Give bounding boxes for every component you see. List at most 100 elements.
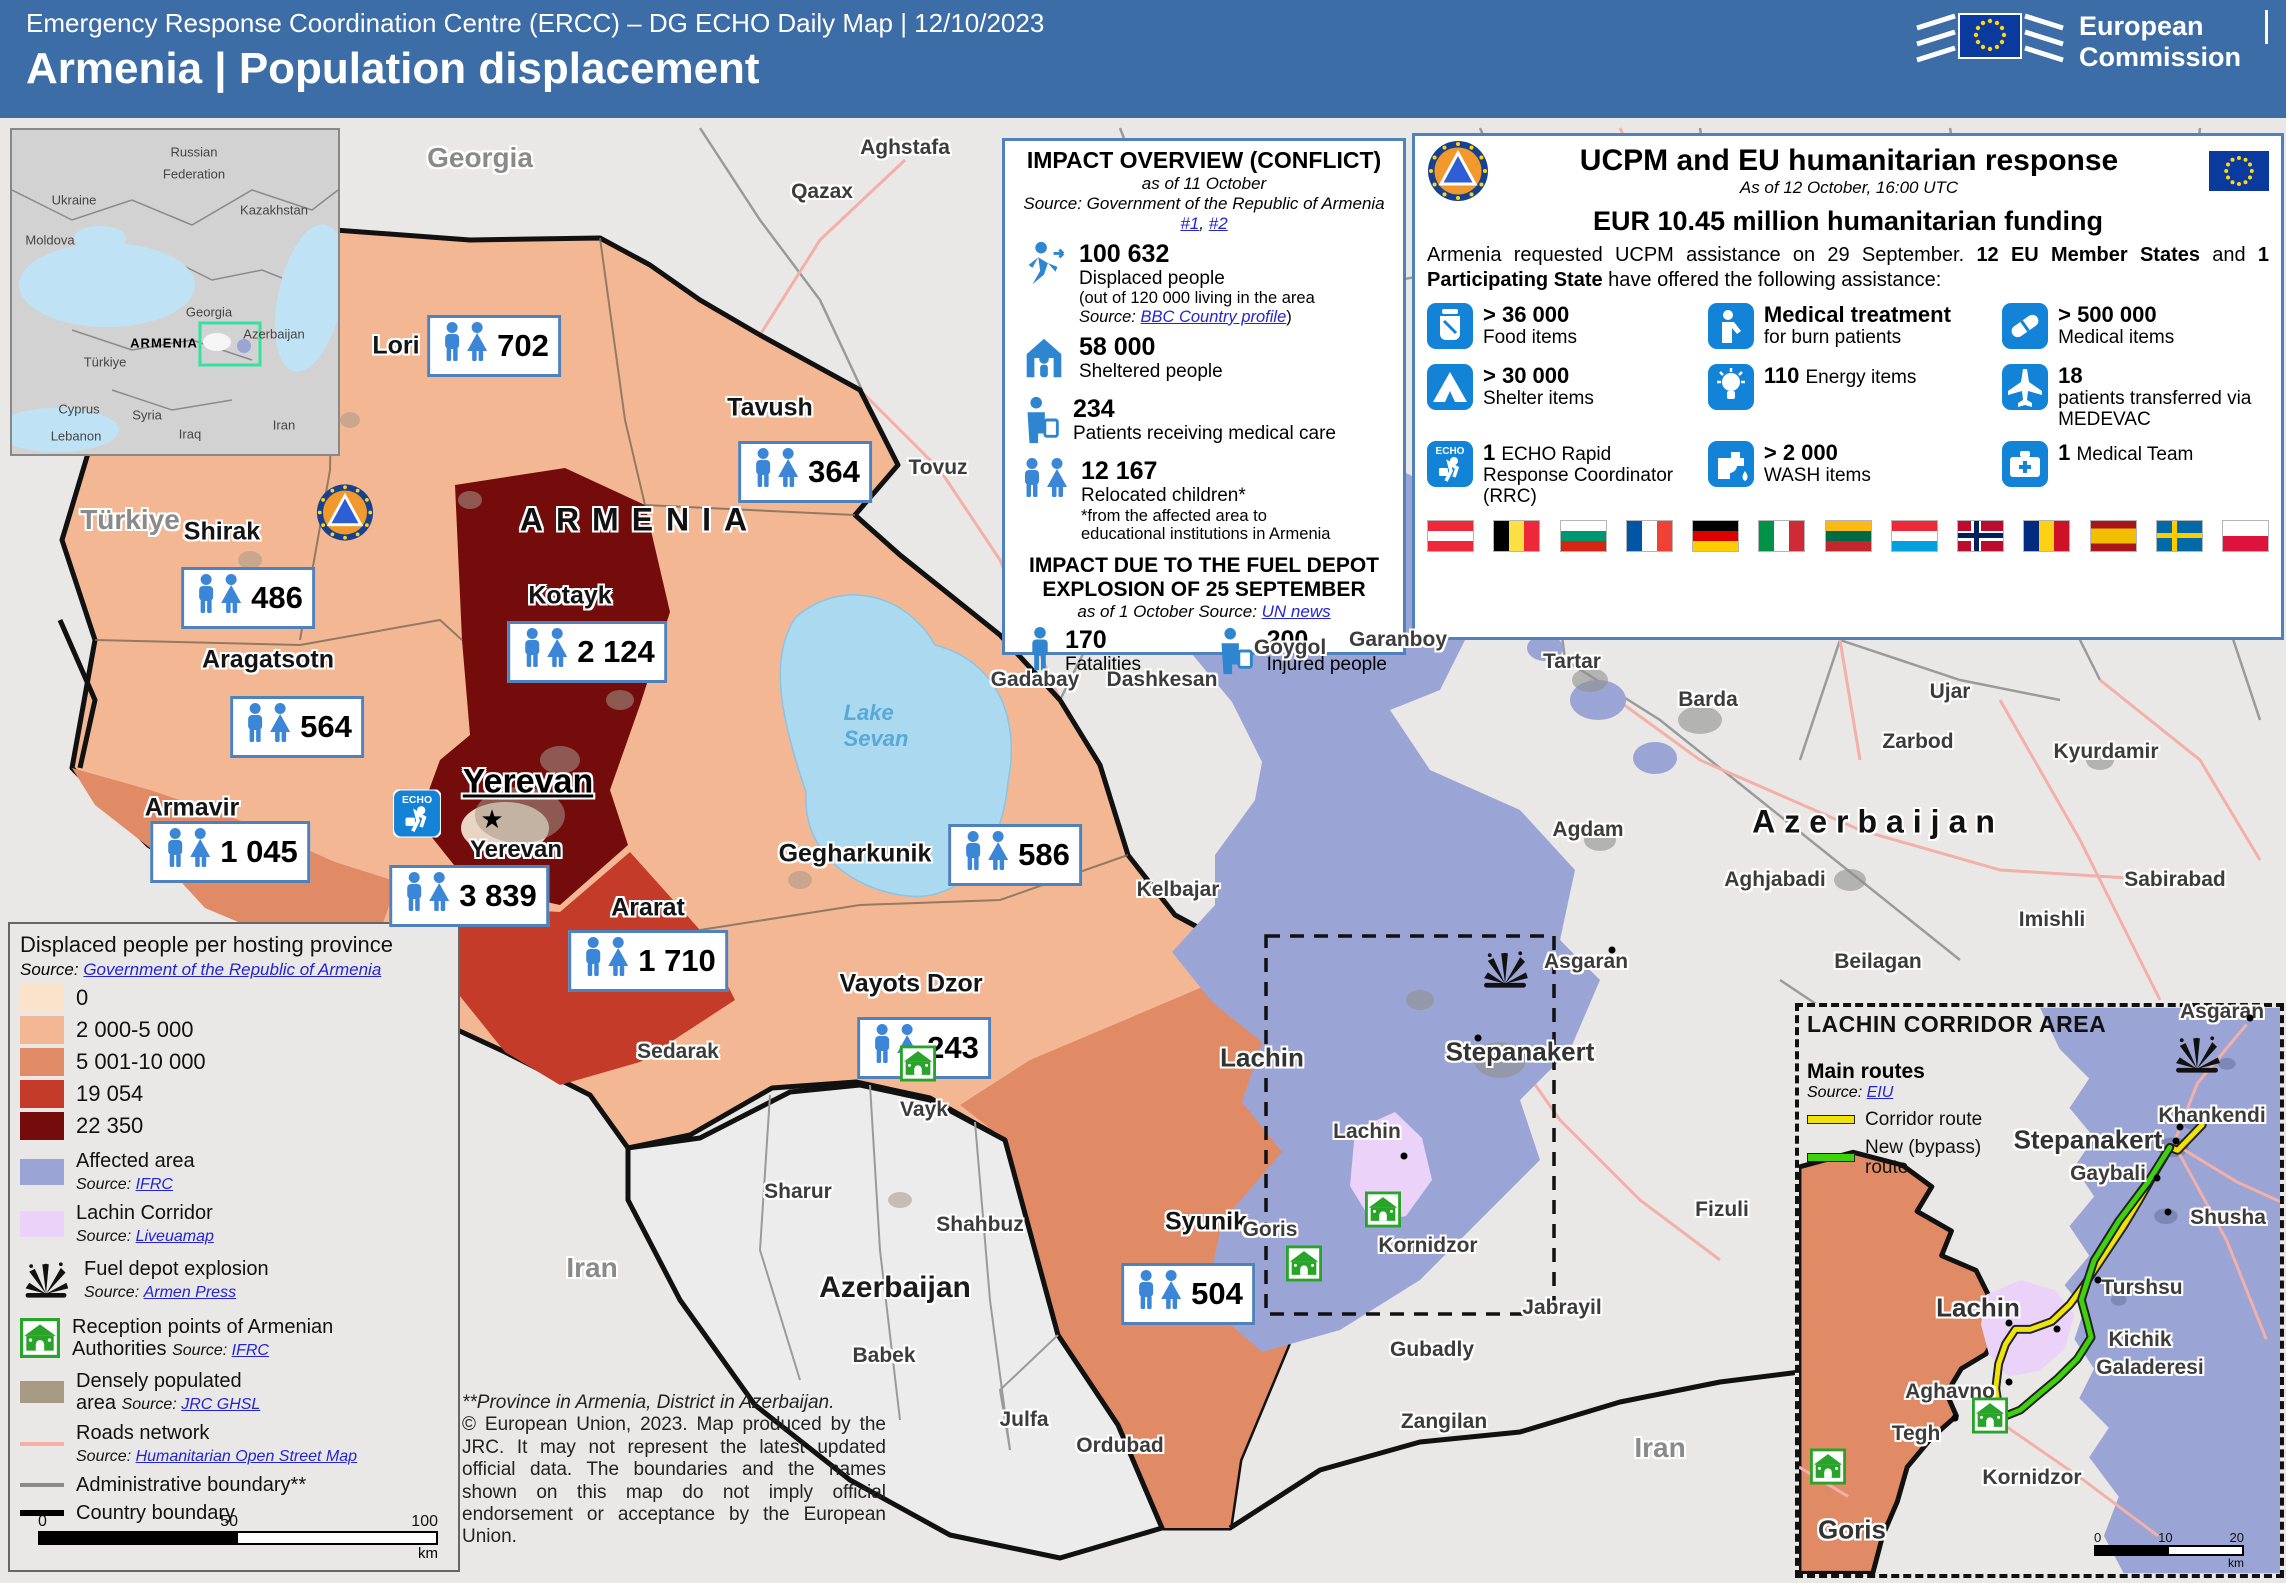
- locator-label-armenia: ARMENIA: [130, 335, 198, 351]
- romania-flag: [2023, 519, 2071, 552]
- impact-title: IMPACT OVERVIEW (CONFLICT): [1026, 147, 1382, 173]
- stat-note-link[interactable]: BBC Country profile: [1140, 307, 1287, 326]
- legend-class-2-000-5-000: 2 000-5 000: [20, 1016, 448, 1044]
- spain-flag: [2089, 519, 2137, 552]
- inset-affected-area: [2039, 1007, 2280, 1574]
- reception-point-icon: [20, 1318, 60, 1358]
- ucpm-item-value: Medical treatment: [1763, 302, 1951, 327]
- nakhchivan-shape: [625, 1082, 1165, 1561]
- explosion-icon: [25, 1262, 69, 1298]
- class-label: 22 350: [76, 1112, 144, 1138]
- locator-label-lebanon: Lebanon: [50, 428, 102, 444]
- footnote-province: **Province in Armenia, District in Azerb…: [462, 1392, 835, 1413]
- ec-logo-bar: [2265, 10, 2268, 44]
- locator-label-federation: Federation: [162, 166, 226, 182]
- ucpm-item-value: > 30 000: [1483, 363, 1570, 388]
- un-news-link[interactable]: UN news: [1261, 601, 1331, 621]
- gov-armenia-link[interactable]: Government of the Republic of Armenia: [83, 960, 382, 979]
- impact-source-link-2[interactable]: #2: [1208, 213, 1228, 233]
- admin-boundary-swatch: [20, 1483, 64, 1487]
- locator-label-iran: Iran: [272, 417, 296, 433]
- echo-rrc-icon: ECHO: [1427, 440, 1473, 492]
- legend-panel: Displaced people per hosting province So…: [8, 922, 460, 1572]
- class-label: 2 000-5 000: [76, 1016, 194, 1042]
- impact-source-link-1[interactable]: #1: [1180, 213, 1200, 233]
- corridor-route-swatch: [1807, 1115, 1855, 1125]
- ucpm-item-line: 1 Medical Team: [2058, 439, 2194, 465]
- ifrc-link-2[interactable]: IFRC: [231, 1342, 269, 1359]
- inset-routes-title: Main routes: [1807, 1060, 1925, 1083]
- ucpm-body-text: Armenia requested UCPM assistance on 29 …: [1427, 244, 2270, 291]
- ucpm-item-label: patients transferred via MEDEVAC: [2058, 388, 2252, 431]
- armen-press-link[interactable]: Armen Press: [143, 1284, 237, 1301]
- locator-label-georgia: Georgia: [185, 304, 233, 320]
- displaced-icon: [1019, 240, 1069, 295]
- ec-logo-text: European Commission: [2078, 10, 2241, 72]
- ucpm-item-text: 110 Energy items: [1763, 363, 1917, 388]
- class-swatch: [20, 1080, 64, 1108]
- legend-affected-row: Affected area Source: IFRC: [20, 1150, 448, 1194]
- country-boundaries: [57, 618, 1801, 1531]
- stat-label: Fatalities: [1065, 653, 1142, 675]
- svg-text:ECHO: ECHO: [1436, 446, 1465, 457]
- fatalities-icon: [1025, 626, 1055, 681]
- locator-label-azerbaijan: Azerbaijan: [243, 326, 305, 342]
- ucpm-item-wash-items: > 2 000 WASH items: [1707, 439, 1988, 508]
- germany-flag: [1692, 519, 1739, 552]
- inset-extent-rectangle: [1264, 934, 1556, 1316]
- bypass-route-line: [1998, 1144, 2173, 1421]
- liveuamap-link[interactable]: Liveuamap: [135, 1228, 214, 1245]
- lachin-corridor-inset: LACHIN CORRIDOR AREA Main routes Source:…: [1795, 1003, 2284, 1578]
- fuel-depot-asof: as of 1 October Source: UN news: [1077, 601, 1331, 621]
- stat-value: 170: [1065, 625, 1107, 654]
- impact-stat-relocated-children: 12 167 Relocated children* *from the affec…: [1019, 457, 1393, 543]
- medevac-icon: [2002, 364, 2049, 415]
- food-icon: [1427, 303, 1473, 354]
- map-scalebar: 0 50 100 km: [38, 1513, 438, 1562]
- legend-fuel-row: Fuel depot explosion Source: Armen Press: [20, 1258, 448, 1302]
- ucpm-item-text: > 36 000 Food items: [1483, 302, 1577, 348]
- ucpm-item-value: > 2 000: [1763, 439, 1838, 465]
- ucpm-item-text: > 500 000 Medical items: [2058, 302, 2174, 348]
- hosm-link[interactable]: Humanitarian Open Street Map: [135, 1448, 358, 1465]
- inset-scalebar: 0 10 20 km: [2094, 1530, 2244, 1570]
- locator-label-russian: Russian: [170, 144, 218, 160]
- stat-note: Source: BBC Country profile): [1079, 307, 1292, 326]
- shelter-items-icon: [1427, 364, 1473, 415]
- legend-country-row: Country boundary: [20, 1502, 448, 1524]
- lachin-corridor-swatch: [20, 1211, 64, 1237]
- syunik-province: [960, 988, 1350, 1528]
- legend-lachin-row: Lachin Corridor Source: Liveuamap: [20, 1202, 448, 1246]
- class-swatch: [20, 1112, 64, 1140]
- affected-area-swatch: [20, 1159, 64, 1185]
- ucpm-item-label: WASH items: [1763, 464, 1871, 486]
- kotayk-yerevan-province: [418, 468, 670, 905]
- stat-value: 200: [1266, 625, 1309, 654]
- jrc-ghsl-link[interactable]: JRC GHSL: [181, 1396, 261, 1413]
- ucpm-asof: As of 12 October, 16:00 UTC: [1739, 178, 1959, 197]
- impact-stat-injured-people: 200 Injured people: [1213, 626, 1387, 681]
- fuel-depot-title: IMPACT DUE TO THE FUEL DEPOT EXPLOSION OF…: [1028, 553, 1380, 601]
- ucpm-item-echo-rapid-response-coordinator-rrc: ECHO 1 ECHO Rapid Response Coordinator (R…: [1427, 440, 1694, 508]
- bulgaria-flag: [1559, 519, 1607, 552]
- sheltered-icon: [1019, 333, 1069, 388]
- impact-stat-text: 100 632 Displaced people (out of 120 000 l…: [1079, 240, 1315, 326]
- locator-label-syria: Syria: [132, 407, 162, 423]
- italy-flag: [1758, 519, 1806, 552]
- eiu-link[interactable]: EIU: [1866, 1084, 1894, 1101]
- ucpm-item-text: 18 patients transferred via MEDEVAC: [2058, 363, 2269, 431]
- france-flag: [1625, 519, 1673, 552]
- lithuania-flag: [1824, 519, 1872, 552]
- children-icon: [1019, 457, 1071, 504]
- wash-icon: [1707, 440, 1754, 492]
- ifrc-link[interactable]: IFRC: [135, 1176, 173, 1193]
- ucpm-item-line: 110 Energy items: [1763, 363, 1917, 388]
- locator-label-cyprus: Cyprus: [58, 401, 100, 417]
- ucpm-item-value: 18: [2058, 363, 2083, 388]
- stat-note: (out of 120 000 living in the area: [1079, 289, 1315, 308]
- medical-care-icon: [1019, 395, 1063, 450]
- sweden-flag: [2155, 519, 2203, 552]
- stat-label: Injured people: [1266, 653, 1387, 675]
- ucpm-item-text: 1 Medical Team: [2058, 439, 2194, 465]
- ucpm-item-text: > 2 000 WASH items: [1763, 439, 1871, 486]
